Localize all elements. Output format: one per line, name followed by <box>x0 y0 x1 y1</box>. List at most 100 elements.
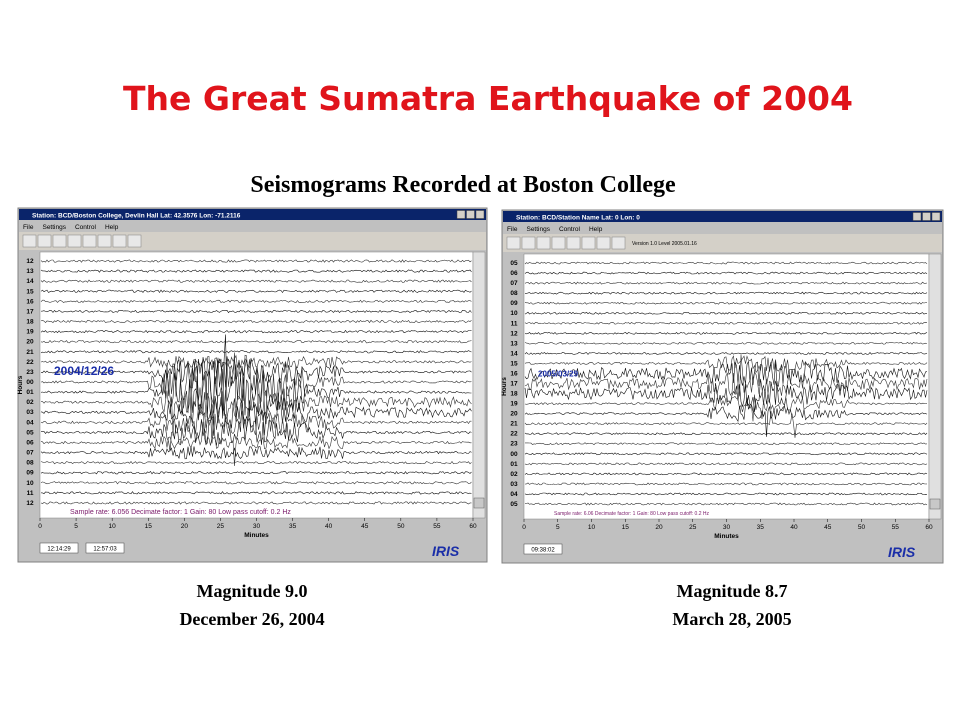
minute-label: 60 <box>925 524 933 531</box>
hour-label: 10 <box>26 480 34 487</box>
toolbar-button[interactable] <box>521 236 536 250</box>
menu-item[interactable]: Settings <box>42 224 66 231</box>
toolbar-button[interactable] <box>611 236 626 250</box>
hour-label: 06 <box>26 439 34 446</box>
minute-label: 30 <box>723 524 731 531</box>
window-title: Station: BCD/Station Name Lat: 0 Lon: 0 <box>516 215 640 222</box>
hour-label: 12 <box>510 330 518 337</box>
menu-item[interactable]: Control <box>75 224 97 231</box>
seismic-trace <box>40 329 472 334</box>
hour-label: 12 <box>26 258 34 265</box>
hour-label: 07 <box>26 450 34 457</box>
seismic-trace <box>41 375 472 436</box>
seismic-trace <box>40 491 472 495</box>
menu-item[interactable]: File <box>23 224 34 231</box>
window-button[interactable] <box>466 210 475 219</box>
date-label: 2004/12/26 <box>54 364 114 378</box>
toolbar-button[interactable] <box>127 234 142 248</box>
toolbar-button[interactable] <box>506 236 521 250</box>
menu-item[interactable]: Settings <box>526 226 550 233</box>
hour-label: 05 <box>26 429 34 436</box>
window-button[interactable] <box>931 212 941 221</box>
minute-label: 20 <box>655 524 663 531</box>
seismic-trace <box>524 452 928 456</box>
minute-label: 55 <box>433 523 441 530</box>
menu-item[interactable]: File <box>507 226 518 233</box>
seismic-trace <box>524 432 928 436</box>
scrollbar[interactable] <box>472 251 486 519</box>
menu-item[interactable]: Help <box>105 224 119 231</box>
seismic-trace <box>524 321 928 325</box>
toolbar-button[interactable] <box>536 236 551 250</box>
slide-subtitle: Seismograms Recorded at Boston College <box>250 172 676 198</box>
minute-label: 0 <box>522 524 526 531</box>
iris-logo: IRIS <box>888 544 916 560</box>
seismic-trace <box>524 355 928 374</box>
minute-label: 15 <box>622 524 630 531</box>
seismic-trace <box>524 502 928 506</box>
seismic-trace <box>40 354 472 369</box>
minute-label: 50 <box>858 524 866 531</box>
hour-label: 21 <box>510 421 518 428</box>
hour-label: 20 <box>510 411 518 418</box>
version-text: Version 1.0 Level 2005.01.16 <box>632 241 697 247</box>
hour-label: 13 <box>26 268 34 275</box>
title-bar <box>503 211 942 222</box>
seismic-trace <box>524 271 928 275</box>
toolbar-button[interactable] <box>596 236 611 250</box>
seismic-trace <box>524 354 928 399</box>
window-button[interactable] <box>912 212 922 221</box>
toolbar-button[interactable] <box>37 234 52 248</box>
toolbar-button[interactable] <box>566 236 581 250</box>
hour-label: 04 <box>26 419 34 426</box>
scrollbar[interactable] <box>928 253 942 520</box>
window-button[interactable] <box>475 210 485 219</box>
hour-label: 17 <box>510 381 518 388</box>
time-text: 12:14:29 <box>47 547 71 553</box>
seismic-trace <box>524 472 928 476</box>
minutes-axis-label: Minutes <box>244 532 269 539</box>
hour-label: 02 <box>26 399 34 406</box>
seismic-trace <box>40 407 472 437</box>
seismic-trace <box>524 410 928 438</box>
toolbar-button[interactable] <box>551 236 566 250</box>
toolbar-button[interactable] <box>112 234 127 248</box>
time-text: 12:57:03 <box>93 547 117 553</box>
seismic-trace <box>524 331 928 335</box>
seismic-trace <box>524 361 928 387</box>
toolbar-button[interactable] <box>581 236 596 250</box>
minute-label: 40 <box>325 523 333 530</box>
hour-label: 16 <box>26 298 34 305</box>
minute-label: 50 <box>397 523 405 530</box>
toolbar-button[interactable] <box>22 234 37 248</box>
seismic-trace <box>524 291 928 295</box>
minute-label: 20 <box>181 523 189 530</box>
hours-axis-label: Hours <box>501 377 508 396</box>
hour-label: 08 <box>510 290 518 297</box>
hour-label: 14 <box>26 278 34 285</box>
menu-item[interactable]: Control <box>559 226 581 233</box>
seismic-trace <box>40 259 472 263</box>
hour-label: 22 <box>510 431 518 438</box>
window-button[interactable] <box>922 212 931 221</box>
hour-label: 15 <box>26 288 34 295</box>
minute-label: 30 <box>253 523 261 530</box>
time-box <box>523 543 563 555</box>
menu-item[interactable]: Help <box>589 226 603 233</box>
toolbar-button[interactable] <box>67 234 82 248</box>
hour-label: 04 <box>510 491 518 498</box>
caption: Magnitude 8.7 <box>676 581 787 601</box>
seismic-trace <box>40 398 472 452</box>
scroll-thumb[interactable] <box>473 497 485 509</box>
time-text: 09:38:02 <box>531 548 555 554</box>
caption: Magnitude 9.0 <box>196 581 307 601</box>
seismic-trace <box>524 311 928 315</box>
seismic-trace <box>40 471 472 475</box>
toolbar-button[interactable] <box>52 234 67 248</box>
scroll-thumb[interactable] <box>929 498 941 510</box>
seismic-trace <box>524 378 928 413</box>
toolbar-button[interactable] <box>82 234 97 248</box>
toolbar-button[interactable] <box>97 234 112 248</box>
window-button[interactable] <box>456 210 466 219</box>
